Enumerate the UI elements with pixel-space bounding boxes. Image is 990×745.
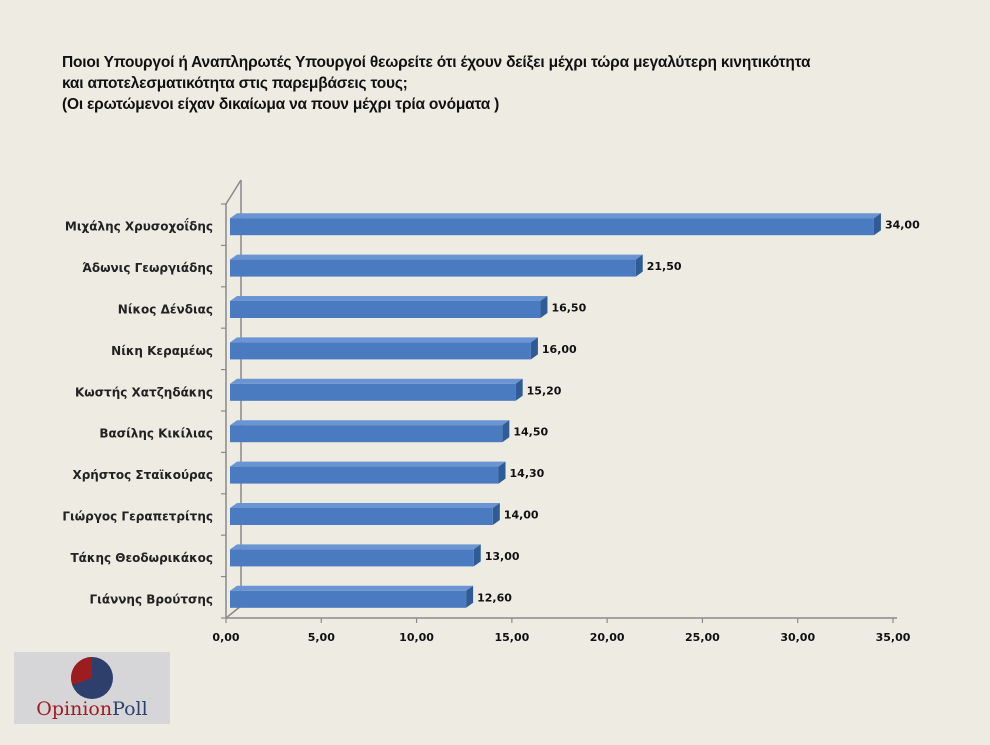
- bar: [230, 420, 510, 443]
- title-line-2: και αποτελεσματικότητα στις παρεμβάσεις …: [62, 75, 408, 92]
- x-tick-label: 30,00: [780, 631, 815, 644]
- chart-labels: 0,00 5,00 10,00 15,00 20,00 25,00 30,00 35,00 34…: [62, 218, 920, 644]
- title-line-3: (Οι ερωτώμενοι είχαν δικαίωμα να πουν μέ…: [62, 96, 500, 113]
- logo-word-opinion: Opinion: [36, 698, 113, 720]
- bar-value-label: 13,00: [485, 550, 520, 563]
- bar-side-face: [540, 296, 548, 318]
- bar: [230, 461, 506, 484]
- bar-side-face: [498, 461, 506, 484]
- bar-side-face: [473, 544, 481, 567]
- bar-top-face: [230, 213, 881, 219]
- bar-top-face: [230, 420, 510, 426]
- chart-title: Ποιοι Υπουργοί ή Αναπληρωτές Υπουργοί θε…: [62, 52, 962, 115]
- category-label: Κωστής Χατζηδάκης: [75, 385, 213, 399]
- category-label: Άδωνις Γεωργιάδης: [82, 261, 213, 275]
- x-tick-label: 10,00: [399, 631, 434, 644]
- bar-value-label: 21,50: [647, 260, 682, 273]
- bar-top-face: [230, 461, 506, 467]
- bar-value-label: 14,00: [504, 509, 539, 522]
- bar-front-face: [230, 218, 874, 236]
- bar-top-face: [230, 254, 643, 260]
- category-label: Γιάννης Βρούτσης: [90, 592, 214, 606]
- bar-side-face: [873, 213, 881, 236]
- pie-logo-icon: [71, 657, 113, 699]
- bar-side-face: [635, 254, 643, 277]
- opinionpoll-logo: OpinionPoll: [14, 652, 170, 724]
- bar-side-face: [466, 585, 474, 608]
- x-tick-label: 35,00: [876, 631, 911, 644]
- category-label: Γιώργος Γεραπετρίτης: [62, 510, 213, 524]
- x-tick-label: 5,00: [308, 631, 335, 644]
- bar: [230, 213, 881, 236]
- x-tick-label: 15,00: [494, 631, 529, 644]
- bar-front-face: [230, 590, 467, 608]
- logo-text: OpinionPoll: [14, 698, 170, 720]
- category-label: Τάκης Θεοδωρικάκος: [70, 551, 213, 565]
- bar-front-face: [230, 342, 531, 360]
- bar: [230, 503, 500, 525]
- category-label: Νίκη Κεραμέως: [111, 344, 213, 358]
- bar: [230, 544, 481, 567]
- y-axis-top-edge: [225, 179, 242, 205]
- bar: [230, 254, 643, 277]
- category-label: Βασίλης Κικίλιας: [99, 427, 213, 441]
- bar-top-face: [230, 337, 538, 343]
- bar-side-face: [530, 337, 538, 360]
- bar-value-label: 12,60: [477, 591, 512, 604]
- chart-bars: [230, 213, 881, 608]
- x-tick-label: 25,00: [685, 631, 720, 644]
- bar-value-label: 14,30: [510, 467, 545, 480]
- bar-front-face: [230, 549, 474, 567]
- bar-top-face: [230, 296, 548, 301]
- bar-side-face: [515, 378, 523, 401]
- bar-top-face: [230, 503, 500, 508]
- bar-front-face: [230, 259, 636, 277]
- bar-side-face: [492, 503, 500, 525]
- bar-side-face: [502, 420, 510, 443]
- bar-value-label: 15,20: [527, 384, 562, 397]
- bar-front-face: [230, 301, 541, 318]
- bar-value-label: 16,50: [551, 302, 586, 315]
- bar: [230, 296, 548, 318]
- bar-value-label: 14,50: [513, 426, 548, 439]
- bar: [230, 378, 523, 401]
- bar-top-face: [230, 585, 474, 591]
- category-label: Μιχάλης Χρυσοχοΐδης: [65, 218, 213, 234]
- x-tick-label: 20,00: [590, 631, 625, 644]
- bar-value-label: 16,00: [542, 343, 577, 356]
- category-label: Νίκος Δένδιας: [118, 303, 213, 317]
- bar: [230, 585, 474, 608]
- category-label: Χρήστος Σταϊκούρας: [72, 468, 213, 482]
- floor-edge: [225, 605, 242, 619]
- bar-front-face: [230, 508, 493, 525]
- title-line-1: Ποιοι Υπουργοί ή Αναπληρωτές Υπουργοί θε…: [62, 54, 811, 71]
- bar-front-face: [230, 425, 503, 443]
- x-tick-label: 0,00: [212, 631, 239, 644]
- logo-word-poll: Poll: [112, 698, 148, 720]
- bar: [230, 337, 538, 360]
- bar-top-face: [230, 544, 481, 550]
- bar-front-face: [230, 466, 499, 484]
- bar-top-face: [230, 378, 523, 384]
- bar-front-face: [230, 383, 516, 401]
- bar-value-label: 34,00: [885, 219, 920, 232]
